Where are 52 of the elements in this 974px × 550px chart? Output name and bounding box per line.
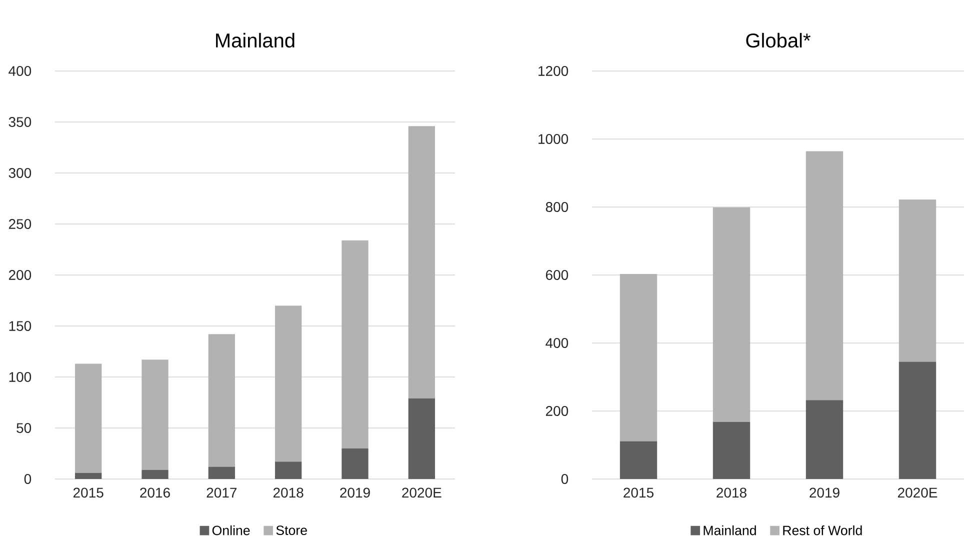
- x-tick-label: 2019: [810, 488, 840, 498]
- x-tick-label: 2020E: [402, 488, 442, 498]
- x-tick-label: 2017: [206, 488, 237, 498]
- chart-title: Mainland: [216, 32, 294, 48]
- x-tick-label: 2018: [273, 488, 304, 498]
- y-tick-label: 50: [16, 423, 32, 433]
- y-tick-label: 1200: [538, 66, 568, 76]
- bar: [342, 448, 368, 479]
- bar: [75, 472, 102, 479]
- legend-label: Rest of World: [783, 525, 862, 536]
- x-tick-label: 2019: [340, 488, 370, 498]
- legend-label: Mainland: [704, 525, 756, 536]
- y-tick-label: 250: [8, 219, 32, 229]
- legend-label: Online: [212, 525, 250, 536]
- bar: [712, 207, 750, 422]
- y-tick-label: 400: [8, 66, 32, 76]
- y-tick-label: 800: [546, 202, 568, 212]
- bar: [142, 470, 168, 479]
- bar: [620, 441, 658, 479]
- bar: [806, 400, 844, 479]
- chart-title: Global*: [746, 32, 810, 48]
- y-tick-label: 200: [546, 406, 568, 416]
- x-tick-label: 2016: [140, 488, 170, 498]
- bar: [142, 360, 168, 470]
- bar: [275, 462, 302, 479]
- bar: [408, 126, 436, 398]
- bar: [806, 151, 844, 400]
- y-tick-label: 350: [8, 117, 32, 127]
- bar: [275, 306, 302, 462]
- y-tick-label: 0: [24, 474, 32, 484]
- y-tick-label: 100: [9, 372, 32, 382]
- legend-label: Store: [276, 526, 307, 536]
- y-tick-label: 0: [561, 474, 568, 484]
- bar: [208, 334, 236, 467]
- y-tick-label: 1000: [538, 134, 568, 144]
- bar: [408, 398, 436, 479]
- x-tick-label: 2018: [716, 488, 746, 498]
- bar: [712, 422, 750, 479]
- bar: [342, 240, 368, 448]
- bar: [620, 274, 658, 442]
- bar: [898, 200, 936, 362]
- x-tick-label: 2015: [73, 488, 104, 498]
- x-tick-label: 2015: [624, 488, 654, 498]
- bar: [898, 362, 936, 479]
- x-tick-label: 2020E: [898, 488, 938, 498]
- y-tick-label: 600: [546, 270, 568, 280]
- y-tick-label: 400: [546, 338, 568, 348]
- y-tick-label: 150: [9, 321, 32, 331]
- bar: [75, 364, 102, 473]
- bar: [208, 466, 236, 479]
- y-tick-label: 300: [8, 168, 32, 178]
- y-tick-label: 200: [8, 270, 32, 280]
